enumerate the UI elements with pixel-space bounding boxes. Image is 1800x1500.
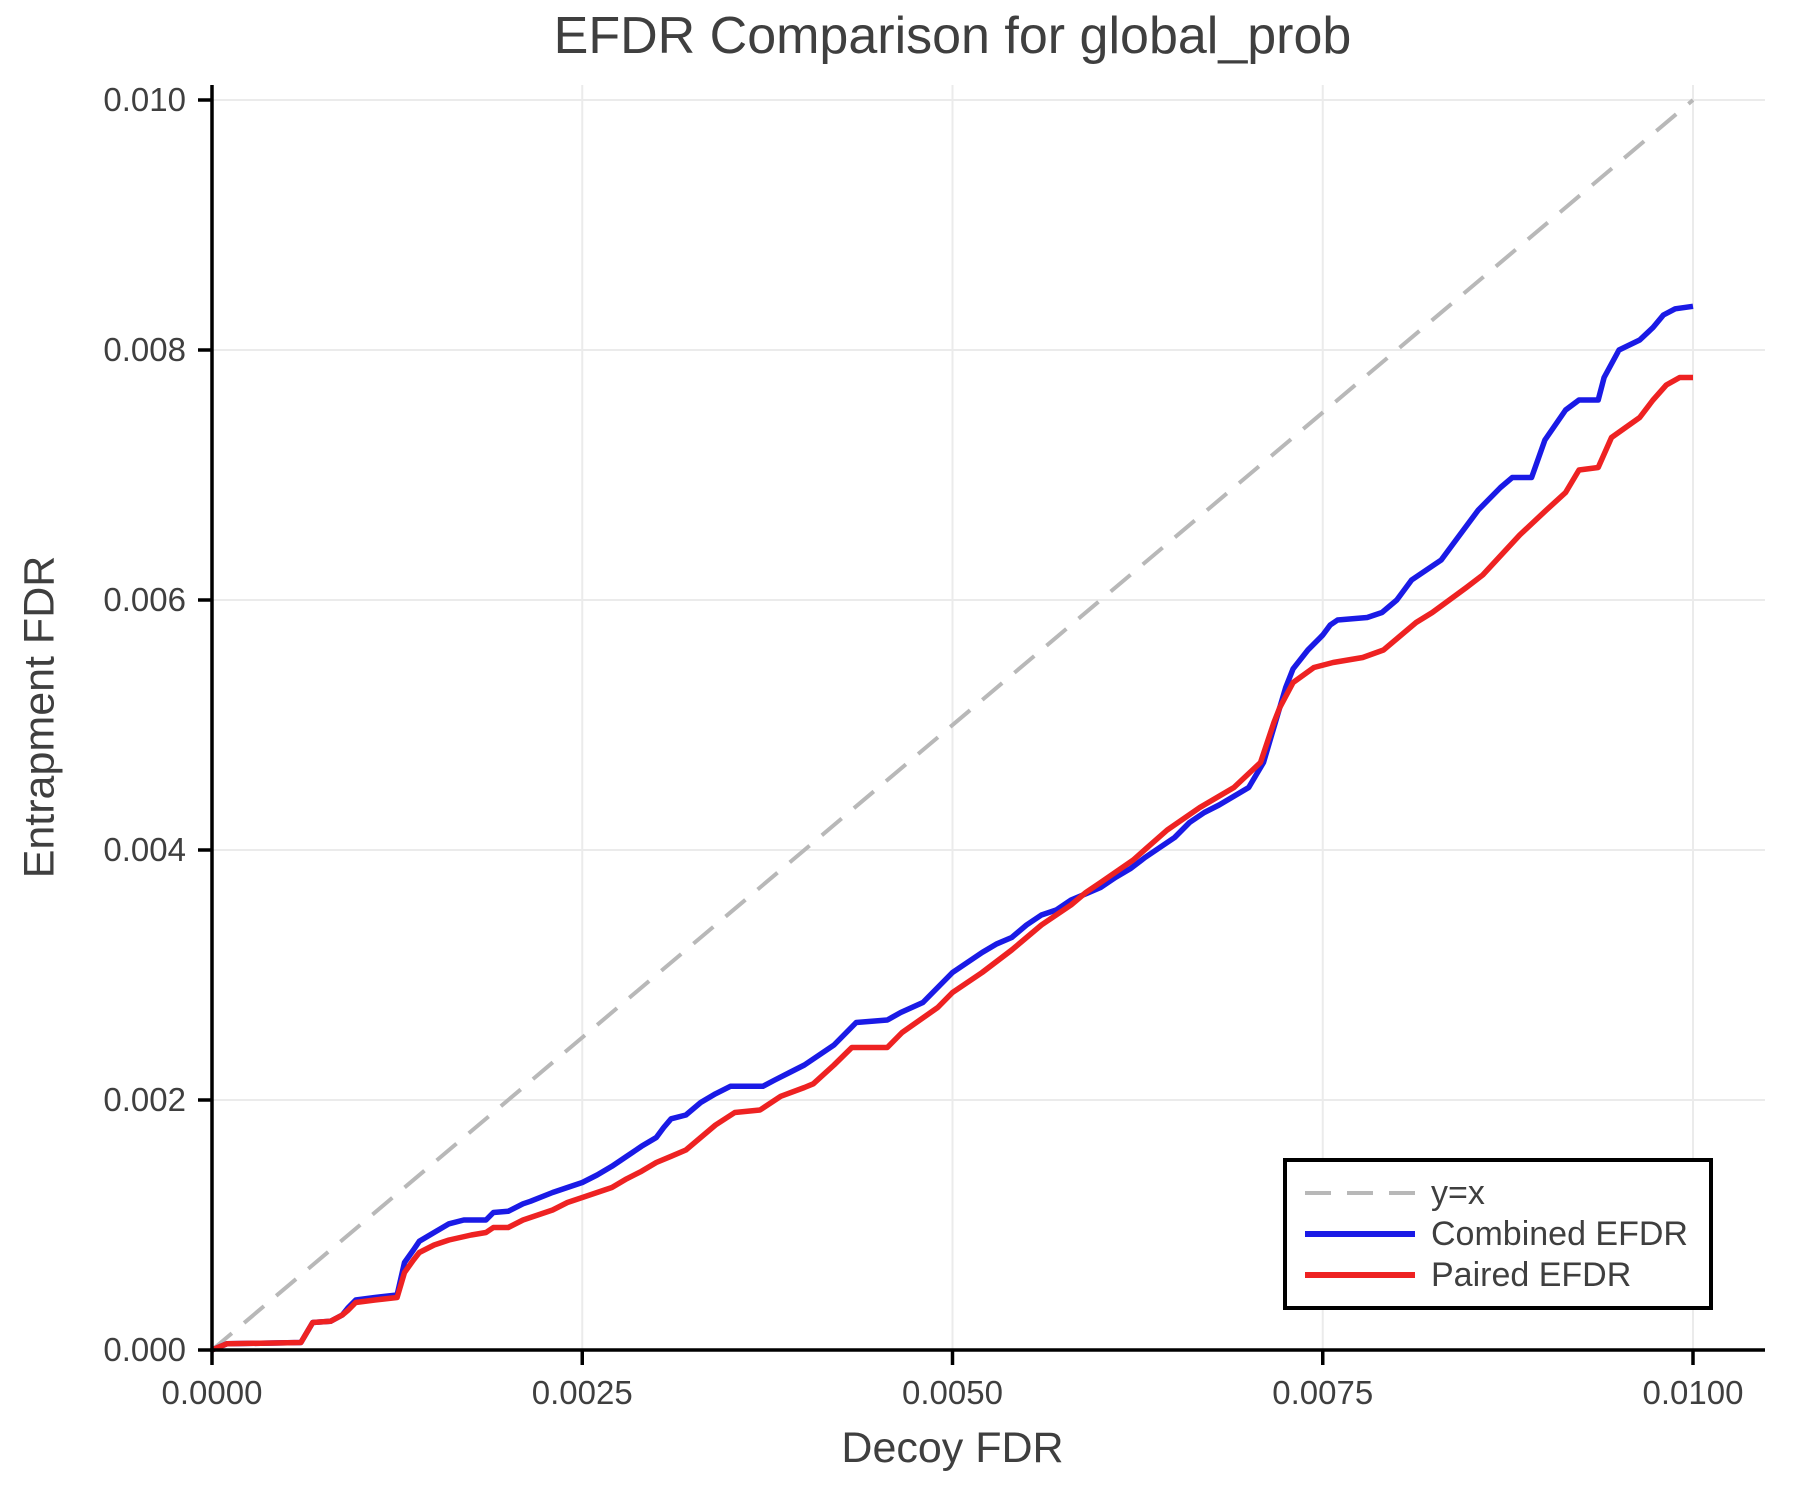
legend-entry: Paired EFDR (1305, 1254, 1709, 1295)
y-tick-label: 0.008 (103, 331, 186, 368)
legend: y=x Combined EFDR Paired EFDR (1283, 1158, 1713, 1310)
legend-label: Combined EFDR (1431, 1214, 1688, 1253)
x-tick-label: 0.0025 (532, 1374, 633, 1411)
y-tick-label: 0.000 (103, 1331, 186, 1368)
legend-entry: Combined EFDR (1305, 1213, 1709, 1254)
series-line-paired-efdr (210, 374, 1693, 1353)
x-tick-label: 0.0075 (1272, 1374, 1373, 1411)
x-tick-label: 0.0050 (902, 1374, 1003, 1411)
series-line-combined-efdr (210, 303, 1694, 1353)
legend-label: Paired EFDR (1431, 1255, 1632, 1294)
x-tick-label: 0.0100 (1643, 1374, 1744, 1411)
y-tick-label: 0.010 (103, 81, 186, 118)
y-tick-label: 0.004 (103, 831, 186, 868)
x-tick-label: 0.0000 (162, 1374, 263, 1411)
x-axis-title: Decoy FDR (841, 1424, 1064, 1472)
legend-line-sample (1305, 1271, 1415, 1278)
y-tick-label: 0.006 (103, 581, 186, 618)
series-line-y-x (210, 98, 1695, 1352)
legend-line-sample (1305, 1230, 1415, 1237)
y-tick-label: 0.002 (103, 1081, 186, 1118)
chart-title: EFDR Comparison for global_prob (553, 7, 1352, 65)
legend-line-sample (1305, 1190, 1415, 1195)
legend-entry: y=x (1305, 1172, 1709, 1213)
legend-label: y=x (1431, 1173, 1485, 1212)
